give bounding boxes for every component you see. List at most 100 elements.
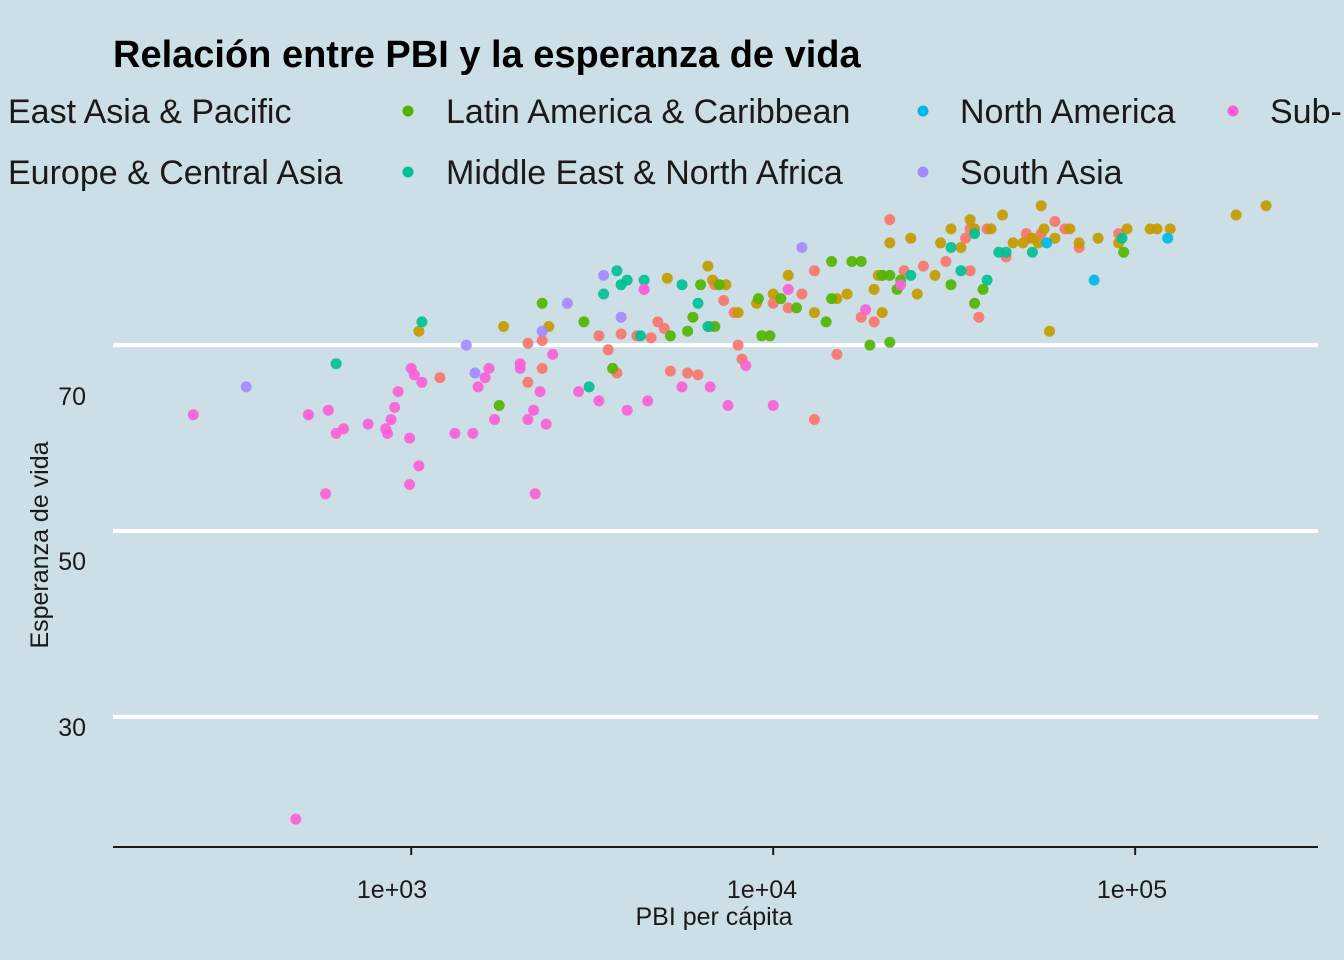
point-sub-saharan-africa-10 <box>385 414 397 425</box>
point-sub-saharan-africa-12 <box>392 386 404 398</box>
point-europe-central-asia-37 <box>1073 237 1085 249</box>
point-east-asia-pacific-0 <box>434 372 446 384</box>
point-sub-saharan-africa-45 <box>895 279 907 291</box>
point-europe-central-asia-32 <box>1035 200 1047 212</box>
point-sub-saharan-africa-4 <box>322 404 334 416</box>
point-east-asia-pacific-29 <box>868 316 880 328</box>
point-middle-east-north-africa-12 <box>905 269 917 281</box>
point-middle-east-north-africa-3 <box>598 288 610 300</box>
point-europe-central-asia-33 <box>1038 223 1050 235</box>
point-sub-saharan-africa-26 <box>514 362 526 374</box>
point-europe-central-asia-42 <box>1151 223 1163 235</box>
point-latin-america-caribbean-13 <box>775 293 787 305</box>
point-middle-east-north-africa-10 <box>692 297 704 309</box>
point-sub-saharan-africa-18 <box>416 376 428 388</box>
point-sub-saharan-africa-9 <box>382 427 393 439</box>
point-middle-east-north-africa-15 <box>969 228 981 240</box>
point-latin-america-caribbean-18 <box>846 256 858 267</box>
point-middle-east-north-africa-4 <box>611 265 623 277</box>
point-latin-america-caribbean-0 <box>493 400 505 411</box>
point-sub-saharan-africa-6 <box>338 423 349 435</box>
point-europe-central-asia-36 <box>1064 223 1076 235</box>
point-east-asia-pacific-20 <box>732 339 744 351</box>
point-sub-saharan-africa-14 <box>404 479 416 490</box>
point-latin-america-caribbean-26 <box>945 279 957 291</box>
point-latin-america-caribbean-12 <box>764 330 776 342</box>
legend-label-sub-saharan-africa: Sub- <box>1270 93 1342 131</box>
point-east-asia-pacific-25 <box>808 265 820 277</box>
point-europe-central-asia-31 <box>1032 237 1044 249</box>
point-east-asia-pacific-3 <box>522 337 534 349</box>
point-europe-central-asia-28 <box>1007 237 1019 249</box>
point-south-asia-1 <box>460 339 472 351</box>
point-europe-central-asia-3 <box>661 272 673 284</box>
point-sub-saharan-africa-1 <box>290 813 302 825</box>
point-latin-america-caribbean-4 <box>664 330 676 342</box>
point-middle-east-north-africa-6 <box>621 274 633 286</box>
point-sub-saharan-africa-30 <box>534 386 546 398</box>
point-sub-saharan-africa-3 <box>320 488 332 500</box>
point-latin-america-caribbean-11 <box>756 330 768 342</box>
point-east-asia-pacific-10 <box>645 332 657 344</box>
point-latin-america-caribbean-27 <box>969 297 981 309</box>
point-sub-saharan-africa-7 <box>362 418 374 430</box>
point-east-asia-pacific-38 <box>973 311 985 323</box>
point-south-asia-8 <box>796 242 808 253</box>
point-sub-saharan-africa-16 <box>408 369 420 381</box>
point-east-asia-pacific-27 <box>831 348 843 360</box>
point-east-asia-pacific-35 <box>960 232 972 244</box>
point-east-asia-pacific-6 <box>602 344 614 356</box>
legend-key-sub-saharan-africa <box>1227 105 1239 117</box>
point-middle-east-north-africa-16 <box>981 274 993 286</box>
point-sub-saharan-africa-43 <box>782 283 794 295</box>
point-europe-central-asia-23 <box>955 242 967 253</box>
point-middle-east-north-africa-18 <box>1000 246 1012 258</box>
point-latin-america-caribbean-14 <box>791 302 802 314</box>
legend-key-latin-america <box>402 105 414 117</box>
point-europe-central-asia-16 <box>876 307 888 319</box>
point-north-america-0 <box>1041 237 1053 249</box>
point-europe-central-asia-4 <box>702 260 714 272</box>
point-latin-america-caribbean-5 <box>682 325 694 337</box>
point-europe-central-asia-11 <box>808 307 820 319</box>
point-europe-central-asia-29 <box>1017 237 1029 249</box>
point-east-asia-pacific-18 <box>718 295 730 306</box>
legend-label-latin-america: Latin America & Caribbean <box>446 93 850 131</box>
point-europe-central-asia-0 <box>413 325 425 337</box>
point-sub-saharan-africa-23 <box>483 362 495 374</box>
point-europe-central-asia-21 <box>935 237 947 249</box>
point-sub-saharan-africa-0 <box>187 409 199 421</box>
point-sub-saharan-africa-19 <box>449 427 461 439</box>
y-tick-label-70: 70 <box>58 383 86 411</box>
point-europe-central-asia-40 <box>1121 223 1133 235</box>
point-sub-saharan-africa-38 <box>676 381 688 393</box>
point-middle-east-north-africa-11 <box>702 321 714 332</box>
x-tick-label-1e4: 1e+04 <box>727 876 797 904</box>
legend-key-south-asia <box>917 166 929 178</box>
point-latin-america-caribbean-28 <box>977 283 989 295</box>
point-south-asia-5 <box>598 269 610 281</box>
point-east-asia-pacific-44 <box>1049 216 1061 227</box>
point-south-asia-6 <box>615 311 627 323</box>
point-sub-saharan-africa-13 <box>404 432 416 444</box>
point-europe-central-asia-27 <box>997 209 1008 221</box>
point-europe-central-asia-26 <box>985 223 997 235</box>
point-south-asia-0 <box>240 381 252 393</box>
x-tick-label-1e5: 1e+05 <box>1097 876 1167 904</box>
point-north-america-1 <box>1088 274 1100 286</box>
point-sub-saharan-africa-40 <box>722 400 734 411</box>
point-europe-central-asia-10 <box>782 269 794 281</box>
point-latin-america-caribbean-29 <box>1118 246 1130 258</box>
point-east-asia-pacific-31 <box>884 214 896 226</box>
point-sub-saharan-africa-34 <box>593 395 605 407</box>
point-middle-east-north-africa-14 <box>955 265 967 277</box>
data-points <box>187 200 1272 825</box>
x-tick-label-1e3: 1e+03 <box>357 876 427 904</box>
point-east-asia-pacific-33 <box>917 260 929 272</box>
point-east-asia-pacific-13 <box>664 365 676 377</box>
point-europe-central-asia-19 <box>911 288 923 300</box>
point-europe-central-asia-43 <box>1164 223 1176 235</box>
point-europe-central-asia-7 <box>732 307 744 319</box>
point-europe-central-asia-20 <box>929 269 941 281</box>
